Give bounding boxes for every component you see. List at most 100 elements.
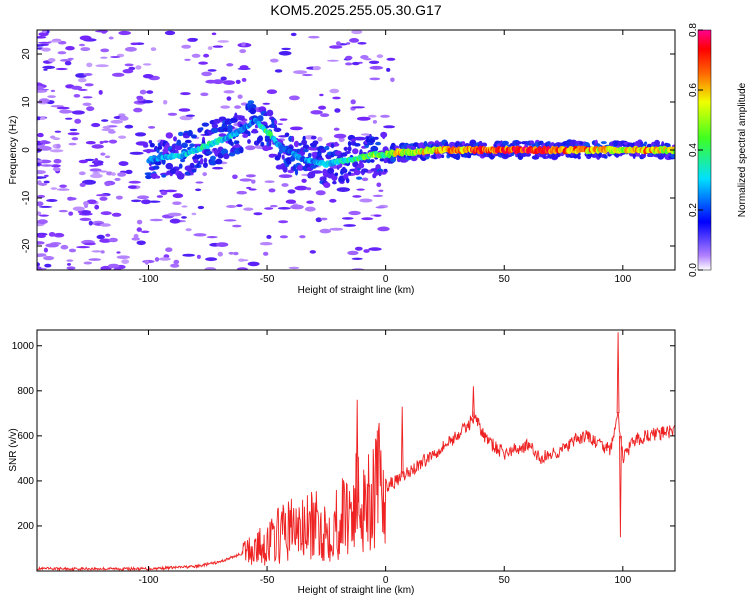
x-tick-label: -50 xyxy=(260,575,275,586)
ridge-halo xyxy=(435,152,442,159)
noise-blob xyxy=(119,116,129,121)
ridge-halo xyxy=(654,139,660,146)
noise-blob xyxy=(37,194,46,198)
noise-blob xyxy=(71,85,83,90)
noise-blob xyxy=(241,42,246,47)
noise-blob xyxy=(43,256,55,261)
ridge-halo xyxy=(199,127,204,131)
noise-blob xyxy=(84,83,94,87)
colorbar-tick-label: 0.0 xyxy=(688,263,699,277)
noise-blob xyxy=(281,47,291,51)
noise-blob xyxy=(50,164,61,168)
noise-blob xyxy=(48,40,62,43)
noise-blob xyxy=(37,36,47,39)
spectrogram-xlabel: Height of straight line (km) xyxy=(298,285,415,296)
noise-blob xyxy=(41,30,47,34)
noise-blob xyxy=(71,137,79,141)
noise-blob xyxy=(124,46,137,52)
noise-blob xyxy=(336,41,341,46)
noise-blob xyxy=(37,176,47,179)
noise-blob xyxy=(304,206,316,212)
noise-blob xyxy=(102,140,109,143)
noise-blob xyxy=(351,106,365,109)
noise-blob xyxy=(111,172,116,176)
noise-blob xyxy=(192,38,198,41)
ridge-halo xyxy=(441,154,445,158)
noise-blob xyxy=(239,49,247,54)
noise-blob xyxy=(54,130,62,133)
noise-blob xyxy=(356,116,371,121)
ridge-halo xyxy=(201,122,210,127)
noise-blob xyxy=(100,56,108,59)
x-tick-label: 0 xyxy=(383,575,389,586)
noise-blob xyxy=(49,149,64,153)
noise-blob xyxy=(37,132,44,138)
noise-blob xyxy=(99,196,108,201)
noise-blob xyxy=(348,210,361,216)
ridge-halo xyxy=(307,171,316,179)
noise-blob xyxy=(359,198,373,203)
noise-blob xyxy=(212,45,224,48)
ridge-halo xyxy=(373,136,379,140)
y-tick-label: 0 xyxy=(21,147,32,153)
noise-blob xyxy=(57,51,67,55)
noise-blob xyxy=(220,105,231,109)
snr-frame xyxy=(36,329,676,572)
ridge-halo xyxy=(155,175,161,179)
ridge-halo xyxy=(591,154,598,158)
ridge-halo xyxy=(249,107,257,115)
ridge-halo xyxy=(330,143,335,149)
noise-blob xyxy=(293,70,308,74)
noise-blob xyxy=(67,57,74,61)
ridge-halo xyxy=(191,168,197,173)
ridge-halo xyxy=(262,145,270,152)
ridge-halo xyxy=(211,123,219,129)
ridge-halo xyxy=(341,166,346,174)
ridge-halo xyxy=(144,172,153,176)
noise-blob xyxy=(107,263,120,269)
noise-blob xyxy=(167,212,182,217)
noise-blob xyxy=(278,51,292,56)
noise-blob xyxy=(38,32,49,37)
ridge-halo xyxy=(148,140,153,144)
ridge-halo xyxy=(412,146,417,151)
noise-blob xyxy=(169,218,181,224)
ridge-halo xyxy=(173,136,177,142)
ridge-halo xyxy=(352,161,359,168)
x-tick-label: 100 xyxy=(614,575,631,586)
noise-blob xyxy=(363,58,372,61)
noise-blob xyxy=(78,43,86,47)
noise-blob xyxy=(336,187,350,193)
noise-blob xyxy=(329,198,337,203)
noise-blob xyxy=(195,181,204,184)
ridge-halo xyxy=(370,145,379,152)
noise-blob xyxy=(104,155,111,159)
ridge-halo xyxy=(286,160,292,165)
noise-blob xyxy=(46,199,58,202)
y-tick-label: 20 xyxy=(21,48,32,60)
ridge-halo xyxy=(183,135,190,139)
noise-blob xyxy=(264,207,274,210)
ridge-halo xyxy=(515,141,522,145)
ridge-halo xyxy=(199,157,204,165)
y-tick-label: 10 xyxy=(21,96,32,108)
noise-blob xyxy=(86,106,95,112)
ridge-halo xyxy=(249,103,257,110)
noise-blob xyxy=(178,108,191,112)
noise-blob xyxy=(181,205,188,208)
noise-blob xyxy=(95,30,109,33)
ridge-halo xyxy=(230,141,234,147)
noise-blob xyxy=(363,249,370,253)
noise-blob xyxy=(307,146,320,151)
noise-blob xyxy=(207,46,213,50)
noise-blob xyxy=(353,136,367,141)
ridge-halo xyxy=(323,177,327,182)
noise-blob xyxy=(128,180,141,184)
ridge-halo xyxy=(146,149,151,154)
noise-blob xyxy=(165,247,173,252)
noise-blob xyxy=(357,42,367,45)
noise-blob xyxy=(294,185,308,191)
ridge-halo xyxy=(298,164,303,171)
ridge-halo xyxy=(352,148,359,155)
noise-blob xyxy=(334,108,341,113)
